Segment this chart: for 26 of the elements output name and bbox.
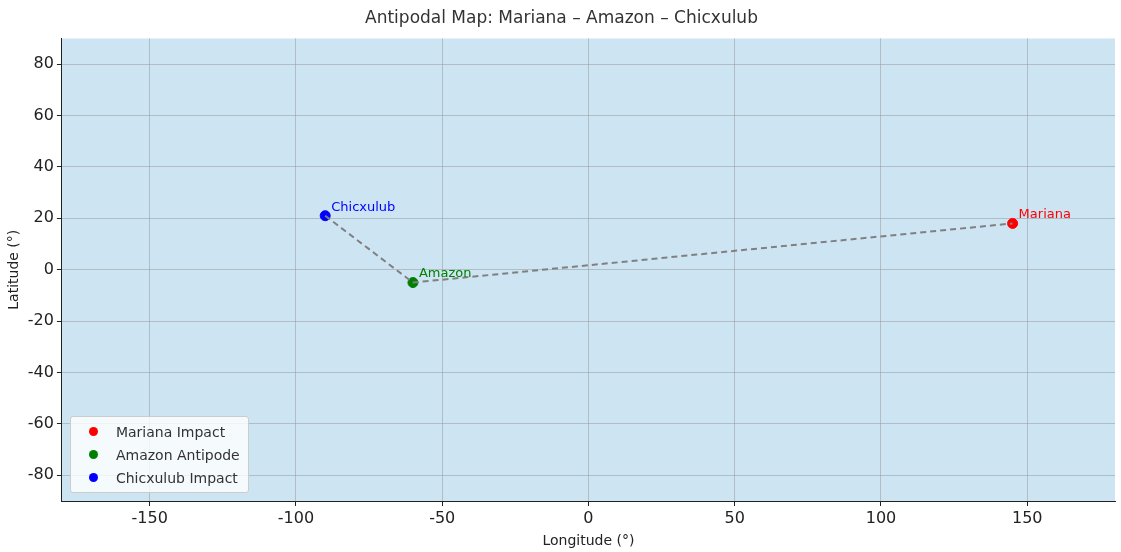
y-tick-label: 0 xyxy=(43,258,54,278)
annotation: Chicxulub xyxy=(331,198,396,214)
y-tick-label: -80 xyxy=(27,464,54,484)
legend-label: Mariana Impact xyxy=(115,423,226,440)
point xyxy=(1007,217,1019,229)
y-tick-label: 20 xyxy=(33,207,54,227)
y-tick-label: -40 xyxy=(27,361,54,381)
legend-label: Amazon Antipode xyxy=(115,446,240,463)
x-tick-label: 150 xyxy=(1011,507,1043,527)
y-tick-label: -20 xyxy=(27,310,54,330)
y-tick-label: 80 xyxy=(33,53,54,73)
y-axis-title: Latitude (°) xyxy=(5,229,22,310)
x-axis-title: Longitude (°) xyxy=(542,532,635,549)
legend-label: Chicxulub Impact xyxy=(115,469,238,486)
y-tick-label: -60 xyxy=(27,413,54,433)
x-tick-label: -100 xyxy=(277,507,315,527)
annotation: Amazon xyxy=(418,265,472,281)
x-tick-label: -50 xyxy=(429,507,456,527)
y-tick-label: 60 xyxy=(33,104,54,124)
x-tick-label: 100 xyxy=(865,507,897,527)
chart-title: Antipodal Map: Mariana – Amazon – Chicxulub xyxy=(365,6,758,27)
x-tick-label: 50 xyxy=(724,507,745,527)
x-tick-label: -150 xyxy=(131,507,168,527)
x-tick-label: 0 xyxy=(583,507,594,527)
y-tick-label: 40 xyxy=(33,156,54,176)
annotation: Mariana xyxy=(1018,206,1071,222)
